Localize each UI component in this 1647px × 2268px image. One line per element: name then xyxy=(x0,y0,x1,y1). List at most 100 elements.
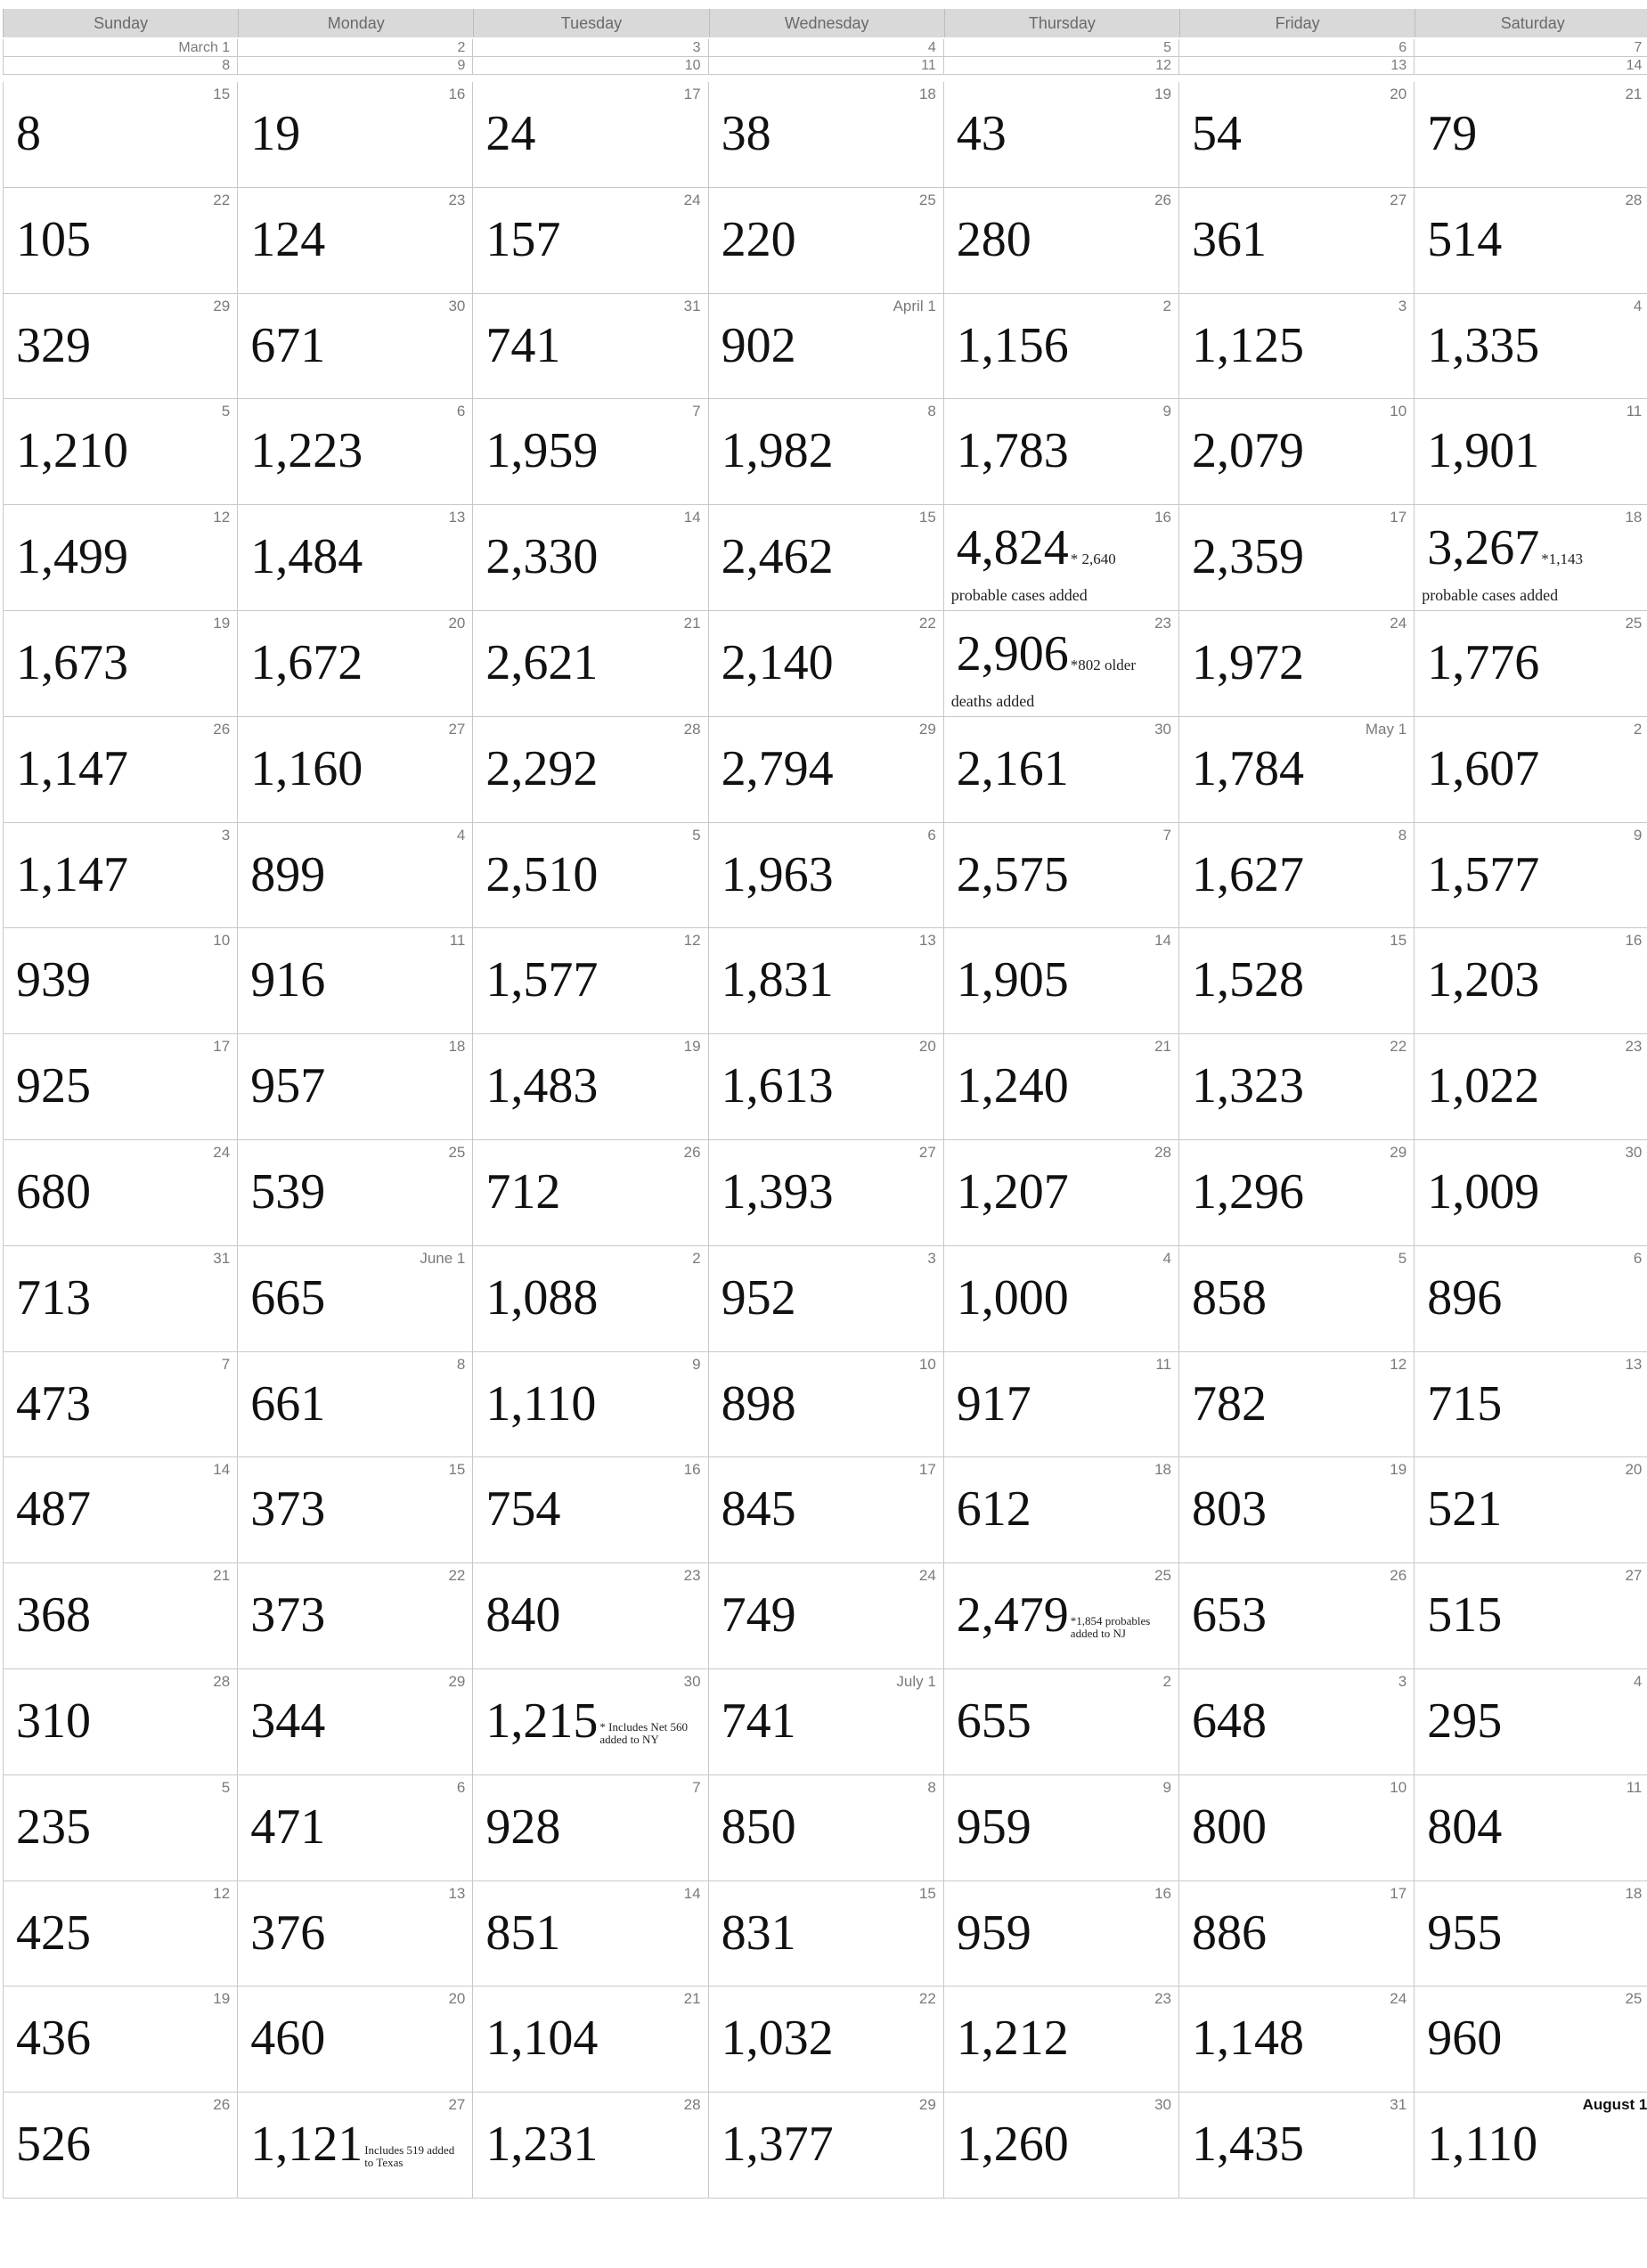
daily-count: 1,088 xyxy=(485,1273,598,1323)
day-cell: 28 2,292 xyxy=(473,716,709,823)
daily-count-value: 680 xyxy=(16,1164,91,1220)
daily-count-value: 1,207 xyxy=(956,1164,1069,1220)
day-number: 17 xyxy=(683,86,701,102)
day-number: 10 xyxy=(1390,403,1407,420)
daily-count: 1,783 xyxy=(957,426,1069,476)
daily-count: 1,982 xyxy=(722,426,834,476)
daily-count-value: 939 xyxy=(16,952,91,1008)
daily-count: 8 xyxy=(16,109,41,159)
day-cell: 20 1,672 xyxy=(238,611,474,717)
day-cell: 3 1,125 xyxy=(1179,293,1415,400)
day-cell: 23 840 xyxy=(473,1563,709,1669)
annotation-note: *802 older xyxy=(1070,657,1136,673)
daily-count-value: 1,104 xyxy=(485,2011,599,2067)
day-cell: 8 1,982 xyxy=(708,399,944,506)
daily-count-value: 741 xyxy=(485,317,561,373)
day-cell: 12 1,577 xyxy=(473,928,709,1035)
daily-count-value: 1,088 xyxy=(485,1269,599,1326)
daily-count-value: 3,267 xyxy=(1427,520,1540,576)
day-cell: 11 1,901 xyxy=(1415,399,1647,506)
day-number: 29 xyxy=(918,2096,936,2114)
daily-count: 800 xyxy=(1192,1802,1267,1852)
daily-count-value: 1,032 xyxy=(721,2011,834,2067)
daily-count-value: 105 xyxy=(16,211,91,267)
daily-count-value: 436 xyxy=(16,2011,91,2067)
day-cell: 23 124 xyxy=(238,187,474,294)
daily-count-value: 24 xyxy=(485,106,536,161)
day-cell: 15 2,462 xyxy=(708,505,944,611)
day-cell: 22 373 xyxy=(238,1563,474,1669)
daily-count: 2,140 xyxy=(722,638,834,688)
weekday-header-monday: Monday xyxy=(238,9,474,37)
day-number: 14 xyxy=(1154,932,1171,950)
daily-count-value: 376 xyxy=(250,1905,326,1961)
daily-count: 1,577 xyxy=(485,955,598,1005)
day-cell: 26 653 xyxy=(1179,1563,1415,1669)
day-cell: 6 471 xyxy=(238,1774,474,1881)
day-number: 19 xyxy=(683,1038,701,1056)
daily-count-value: 2,359 xyxy=(1192,529,1304,585)
day-cell: 19 1,673 xyxy=(3,611,239,717)
annotation-note-continued: deaths added xyxy=(950,691,1035,710)
day-number: 2 xyxy=(457,40,466,55)
day-number: 22 xyxy=(448,1567,466,1585)
day-number: 29 xyxy=(213,297,231,314)
day-number: 15 xyxy=(918,1884,936,1902)
daily-count: 1,148 xyxy=(1192,2013,1304,2063)
daily-count: 3,267 *1,143 xyxy=(1427,523,1583,573)
day-number: 9 xyxy=(1162,403,1171,420)
day-number: 26 xyxy=(683,1144,701,1161)
daily-count: 376 xyxy=(250,1908,325,1958)
day-cell: 30 1,215 * Includes Net 560 added to NY xyxy=(473,1669,709,1775)
daily-count: 1,110 xyxy=(485,1379,596,1429)
daily-count: 648 xyxy=(1192,1696,1267,1746)
day-cell: 10 898 xyxy=(708,1351,944,1458)
daily-count: 902 xyxy=(722,321,796,371)
daily-count-value: 329 xyxy=(16,317,91,373)
day-cell: 16 1,203 xyxy=(1415,928,1647,1035)
day-cell: 19 43 xyxy=(943,82,1179,188)
daily-count: 43 xyxy=(957,109,1007,159)
day-cell: 5 xyxy=(943,39,1179,57)
day-cell: 19 803 xyxy=(1179,1457,1415,1564)
day-cell: 24 1,148 xyxy=(1179,1987,1415,2093)
day-number: 20 xyxy=(1390,86,1407,102)
daily-count: 471 xyxy=(250,1802,325,1852)
daily-count-value: 1,296 xyxy=(1192,1164,1304,1220)
day-number: 14 xyxy=(683,509,701,526)
daily-count: 850 xyxy=(722,1802,796,1852)
daily-count: 917 xyxy=(957,1379,1031,1429)
daily-count-value: 858 xyxy=(1192,1269,1267,1326)
day-cell: 4 1,000 xyxy=(943,1245,1179,1352)
daily-count: 280 xyxy=(957,215,1031,265)
day-cell: 13 xyxy=(1179,57,1415,75)
daily-count: 754 xyxy=(485,1484,560,1534)
daily-count-value: 1,121 xyxy=(250,2117,363,2173)
day-cell: 2 1,156 xyxy=(943,293,1179,400)
day-cell: 9 959 xyxy=(943,1774,1179,1881)
day-number: 23 xyxy=(1625,1038,1643,1056)
day-cell: 21 1,240 xyxy=(943,1034,1179,1140)
daily-count-value: 1,260 xyxy=(956,2117,1069,2173)
day-cell: 10 939 xyxy=(3,928,239,1035)
day-cell: 15 8 xyxy=(3,82,239,188)
day-number: 16 xyxy=(1154,1884,1171,1902)
day-cell: 29 1,377 xyxy=(708,2093,944,2199)
daily-count-value: 295 xyxy=(1427,1693,1503,1749)
daily-count: 2,292 xyxy=(485,744,598,794)
daily-count: 54 xyxy=(1192,109,1242,159)
daily-count: 1,613 xyxy=(722,1061,834,1111)
day-number: 7 xyxy=(1634,40,1643,55)
daily-count: 368 xyxy=(16,1590,91,1640)
day-number: 28 xyxy=(1625,191,1643,208)
daily-count: 1,296 xyxy=(1192,1167,1304,1217)
day-cell: 13 715 xyxy=(1415,1351,1647,1458)
daily-count: 952 xyxy=(722,1273,796,1323)
daily-count-value: 8 xyxy=(16,106,41,161)
daily-count-value: 373 xyxy=(250,1481,326,1538)
daily-count: 220 xyxy=(722,215,796,265)
day-number: 25 xyxy=(1625,615,1643,632)
daily-count-value: 1,147 xyxy=(16,846,128,902)
daily-count: 436 xyxy=(16,2013,91,2063)
daily-count-value: 1,673 xyxy=(16,635,128,690)
